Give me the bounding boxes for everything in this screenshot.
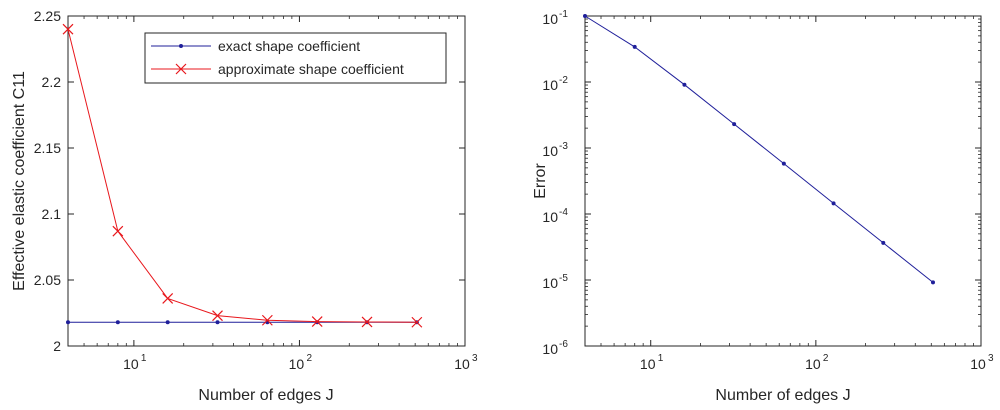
right-x-tick-label-base: 10 bbox=[970, 356, 986, 372]
left-y-tick-label: 2.15 bbox=[34, 140, 61, 156]
right-series-0-dot-marker bbox=[881, 240, 886, 245]
left-series-1-line bbox=[67, 29, 417, 323]
right-series-0-dot-marker bbox=[632, 44, 637, 49]
legend-exact-marker bbox=[179, 44, 183, 48]
right-y-tick-label-base: 10 bbox=[542, 11, 558, 27]
right-plot-ticks: 10 1 10 2 10 310 -610 -510 -410 -310 -210 -1 bbox=[542, 9, 994, 372]
right-x-axis-label: Number of edges J bbox=[715, 387, 850, 404]
left-x-tick-label-base: 10 bbox=[289, 356, 305, 372]
left-y-tick-label: 2.2 bbox=[42, 74, 62, 90]
left-series-0-dot-marker bbox=[165, 320, 170, 325]
legend-approx-marker bbox=[175, 63, 187, 75]
right-y-tick-label-exponent: -1 bbox=[559, 9, 568, 20]
right-y-tick-label-base: 10 bbox=[542, 275, 558, 291]
left-x-axis-label: Number of edges J bbox=[198, 387, 333, 404]
left-y-tick-label: 2 bbox=[53, 338, 61, 354]
left-series-1-x-marker bbox=[261, 314, 273, 326]
right-y-tick-label-exponent: -6 bbox=[559, 339, 568, 350]
left-y-tick-label: 2.25 bbox=[34, 8, 61, 24]
left-series-1-x-marker bbox=[162, 293, 174, 304]
right-series-0-dot-marker bbox=[831, 201, 836, 206]
right-y-axis-label: Error bbox=[532, 163, 549, 199]
left-x-tick-label-exponent: 1 bbox=[141, 353, 147, 364]
right-x-tick-label-base: 10 bbox=[640, 356, 656, 372]
right-x-tick-label-exponent: 1 bbox=[658, 353, 664, 364]
left-y-tick-label: 2.05 bbox=[34, 272, 61, 288]
left-x-tick-label-base: 10 bbox=[454, 356, 470, 372]
legend: exact shape coefficient approximate shap… bbox=[144, 32, 447, 84]
right-y-tick-label-exponent: -3 bbox=[559, 141, 568, 152]
left-x-tick-label-exponent: 3 bbox=[472, 353, 478, 364]
left-y-tick-label: 2.1 bbox=[42, 206, 62, 222]
right-plot-series bbox=[583, 14, 935, 285]
right-series-0-dot-marker bbox=[732, 122, 737, 127]
right-series-0-line bbox=[584, 15, 934, 283]
left-series-1-x-marker bbox=[411, 316, 423, 328]
left-plot-series bbox=[62, 23, 423, 328]
right-series-0-dot-marker bbox=[781, 161, 786, 166]
left-series-0-dot-marker bbox=[215, 320, 220, 325]
left-series-0-dot-marker bbox=[66, 320, 70, 325]
right-y-tick-label-base: 10 bbox=[542, 209, 558, 225]
left-series-0-dot-marker bbox=[115, 320, 120, 325]
left-plot-axes-box bbox=[67, 15, 466, 347]
right-plot: 10 1 10 2 10 310 -610 -510 -410 -310 -210 -1 Number… bbox=[532, 9, 994, 404]
left-series-1-x-marker bbox=[311, 316, 323, 328]
right-y-tick-label-base: 10 bbox=[542, 143, 558, 159]
right-y-tick-label-exponent: -4 bbox=[559, 207, 568, 218]
left-series-1-x-marker bbox=[212, 310, 223, 322]
left-series-1-x-marker bbox=[62, 23, 74, 35]
left-y-axis-label: Effective elastic coefficient C11 bbox=[11, 71, 28, 291]
left-series-1-x-marker bbox=[361, 316, 373, 328]
right-x-tick-label-exponent: 2 bbox=[823, 353, 829, 364]
right-y-tick-label-base: 10 bbox=[542, 341, 558, 357]
right-plot-axes-box bbox=[584, 15, 982, 347]
legend-approx-label: approximate shape coefficient bbox=[218, 61, 404, 77]
right-series-0-dot-marker bbox=[682, 82, 687, 87]
right-y-tick-label-exponent: -2 bbox=[559, 75, 568, 86]
legend-box bbox=[144, 32, 447, 84]
left-x-tick-label-base: 10 bbox=[123, 356, 139, 372]
right-series-0-dot-marker bbox=[930, 280, 935, 285]
right-y-tick-label-exponent: -5 bbox=[559, 273, 568, 284]
left-series-1-x-marker bbox=[112, 225, 124, 237]
left-plot-ticks: 10 1 10 2 10 322.052.12.152.22.25 bbox=[34, 8, 478, 372]
right-x-tick-label-base: 10 bbox=[805, 356, 821, 372]
legend-exact-label: exact shape coefficient bbox=[218, 38, 360, 54]
right-series-0-dot-marker bbox=[583, 14, 587, 18]
left-plot: 10 1 10 2 10 322.052.12.152.22.25 Number of e… bbox=[11, 8, 478, 404]
left-x-tick-label-exponent: 2 bbox=[306, 353, 312, 364]
right-y-tick-label-base: 10 bbox=[542, 77, 558, 93]
right-x-tick-label-exponent: 3 bbox=[988, 353, 994, 364]
